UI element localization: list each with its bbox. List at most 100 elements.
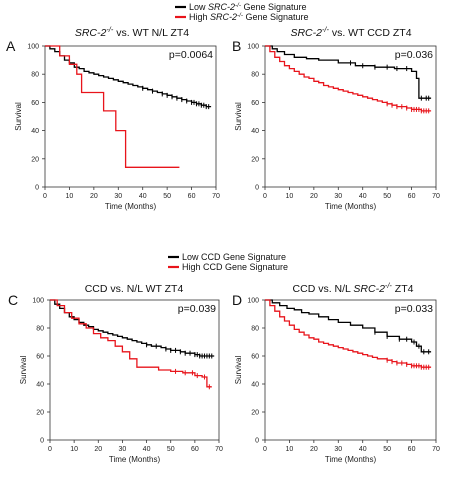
legend-label: Low CCD Gene Signature	[182, 252, 286, 262]
x-tick-label: 0	[263, 193, 267, 200]
x-tick-label: 10	[66, 193, 74, 200]
legend-label-part: -/-	[237, 12, 243, 19]
p-value: p=0.0064	[169, 49, 213, 61]
plot-frame	[264, 299, 437, 441]
x-axis-label: Time (Months)	[325, 202, 377, 211]
panel-title-part: -/-	[385, 281, 392, 290]
y-tick-label: 80	[36, 326, 44, 333]
legend-label-part: SRC-2	[210, 12, 237, 22]
panel-title-part: -/-	[322, 25, 329, 34]
y-tick-label: 20	[36, 410, 44, 417]
y-tick-label: 0	[40, 438, 44, 445]
x-tick-label: 20	[310, 446, 318, 453]
y-tick-label: 40	[251, 382, 259, 389]
legend-label-part: SRC-2	[208, 2, 235, 12]
legend-label: High CCD Gene Signature	[182, 262, 288, 272]
x-tick-label: 10	[70, 446, 78, 453]
y-tick-label: 40	[251, 128, 259, 135]
y-tick-label: 0	[35, 185, 39, 192]
y-tick-label: 0	[255, 438, 259, 445]
panel-title-part: SRC-2	[75, 27, 107, 39]
legend-label: Low SRC-2-/- Gene Signature	[189, 2, 307, 13]
x-tick-label: 30	[119, 446, 127, 453]
x-tick-label: 60	[408, 446, 416, 453]
x-tick-label: 20	[90, 193, 98, 200]
y-tick-label: 60	[36, 354, 44, 361]
y-tick-label: 60	[251, 100, 259, 107]
plot-frame	[49, 299, 220, 441]
y-tick-label: 20	[31, 156, 39, 163]
y-tick-label: 100	[247, 298, 259, 305]
panel-title-part: SRC-2	[290, 27, 322, 39]
series-line-high	[50, 299, 212, 388]
x-tick-label: 70	[432, 446, 440, 453]
panel-letter: C	[8, 292, 18, 308]
panel-title: CCD vs. N/L SRC-2-/- ZT4	[293, 281, 414, 296]
panel-title: CCD vs. N/L WT ZT4	[85, 283, 184, 295]
panel-title-part: CCD vs. N/L WT ZT4	[85, 283, 184, 295]
x-tick-label: 40	[359, 446, 367, 453]
panel-title-part: SRC-2	[353, 283, 385, 295]
panel-title: SRC-2-/- vs. WT N/L ZT4	[75, 25, 189, 40]
plot-frame	[264, 45, 437, 188]
panel-letter: A	[6, 38, 16, 54]
y-axis-label: Survival	[19, 356, 28, 385]
legend-label-part: Gene Signature	[243, 12, 309, 22]
legend-label-part: -/-	[235, 2, 241, 9]
x-tick-label: 40	[359, 193, 367, 200]
x-tick-label: 20	[310, 193, 318, 200]
series-line-low	[265, 299, 432, 353]
legend-label: High SRC-2-/- Gene Signature	[189, 12, 309, 23]
panel-d: 0 10 20 30 40 50 60 70 0 20 40 60 80 100 Time (Months)…	[232, 281, 440, 465]
panel-letter: B	[232, 38, 241, 54]
x-tick-label: 20	[94, 446, 102, 453]
x-axis-label: Time (Months)	[325, 455, 377, 464]
panel-title-part: vs. WT CCD ZT4	[329, 27, 412, 39]
x-tick-label: 40	[143, 446, 151, 453]
y-tick-label: 60	[251, 354, 259, 361]
x-tick-label: 0	[43, 193, 47, 200]
x-tick-label: 70	[212, 193, 220, 200]
panel-title: SRC-2-/- vs. WT CCD ZT4	[290, 25, 411, 40]
p-value: p=0.033	[395, 303, 433, 315]
x-tick-label: 30	[334, 446, 342, 453]
y-tick-label: 0	[255, 185, 259, 192]
y-tick-label: 80	[251, 72, 259, 79]
p-value: p=0.036	[395, 49, 433, 61]
x-tick-label: 70	[215, 446, 223, 453]
panel-c: 0 10 20 30 40 50 60 70 0 20 40 60 80 100 Time (Months)…	[8, 283, 223, 464]
y-tick-label: 80	[251, 326, 259, 333]
panel-a: 0 10 20 30 40 50 60 70 0 20 40 60 80 100 Time (Months)…	[6, 25, 220, 212]
x-tick-label: 70	[432, 193, 440, 200]
plot-frame	[44, 45, 217, 188]
panel-b: 0 10 20 30 40 50 60 70 0 20 40 60 80 100 Time (Months)…	[232, 25, 440, 212]
panel-title-part: ZT4	[392, 283, 414, 295]
y-tick-label: 20	[251, 410, 259, 417]
x-tick-label: 0	[48, 446, 52, 453]
x-tick-label: 0	[263, 446, 267, 453]
series-line-low	[265, 45, 432, 99]
x-tick-label: 50	[383, 446, 391, 453]
x-tick-label: 50	[167, 446, 175, 453]
y-tick-label: 40	[36, 382, 44, 389]
x-axis-label: Time (Months)	[105, 202, 157, 211]
x-tick-label: 30	[114, 193, 122, 200]
x-tick-label: 10	[286, 193, 294, 200]
y-tick-label: 40	[31, 128, 39, 135]
x-tick-label: 30	[334, 193, 342, 200]
panel-title-part: vs. WT N/L ZT4	[113, 27, 189, 39]
x-tick-label: 10	[286, 446, 294, 453]
legend-label-part: High	[189, 12, 210, 22]
x-tick-label: 50	[383, 193, 391, 200]
y-axis-label: Survival	[234, 102, 243, 131]
x-tick-label: 40	[139, 193, 147, 200]
y-tick-label: 20	[251, 156, 259, 163]
x-axis-label: Time (Months)	[109, 455, 161, 464]
legend-label-part: Gene Signature	[241, 2, 307, 12]
x-tick-label: 50	[163, 193, 171, 200]
legend-label-part: Low	[189, 2, 208, 12]
